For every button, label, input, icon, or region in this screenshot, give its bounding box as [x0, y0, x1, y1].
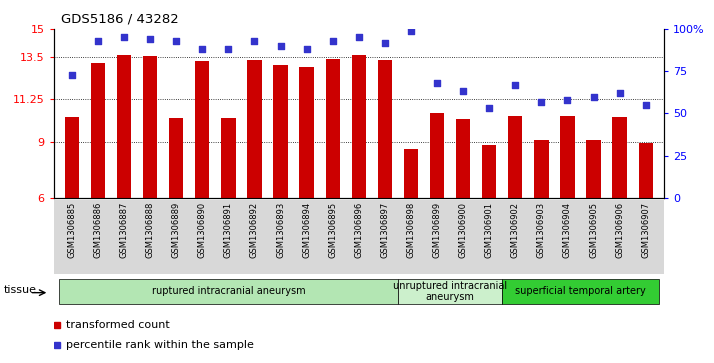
- Bar: [221, 118, 236, 198]
- Point: [353, 34, 365, 40]
- Point: [562, 97, 573, 103]
- Bar: [613, 117, 627, 198]
- Point: [588, 94, 599, 99]
- Bar: [638, 143, 653, 198]
- Text: GSM1306900: GSM1306900: [458, 202, 468, 258]
- Bar: [143, 56, 157, 198]
- Text: GSM1306902: GSM1306902: [511, 202, 520, 258]
- Bar: [59, 279, 398, 303]
- Point: [536, 99, 547, 105]
- Text: GSM1306896: GSM1306896: [354, 202, 363, 258]
- Point: [196, 46, 208, 52]
- Point: [640, 102, 651, 108]
- Text: GSM1306897: GSM1306897: [381, 202, 389, 258]
- Bar: [378, 60, 392, 198]
- Point: [301, 46, 312, 52]
- Text: GSM1306895: GSM1306895: [328, 202, 337, 258]
- Text: GSM1306891: GSM1306891: [224, 202, 233, 258]
- Bar: [273, 65, 288, 198]
- Text: GSM1306888: GSM1306888: [146, 202, 154, 258]
- Text: GSM1306905: GSM1306905: [589, 202, 598, 258]
- Text: GSM1306894: GSM1306894: [302, 202, 311, 258]
- Bar: [430, 114, 444, 198]
- Text: percentile rank within the sample: percentile rank within the sample: [66, 340, 254, 350]
- Text: GSM1306901: GSM1306901: [485, 202, 493, 258]
- Bar: [482, 145, 496, 198]
- Point: [327, 38, 338, 44]
- Bar: [247, 60, 261, 198]
- Text: GSM1306903: GSM1306903: [537, 202, 546, 258]
- Text: GSM1306893: GSM1306893: [276, 202, 285, 258]
- Point: [248, 38, 260, 44]
- Bar: [326, 59, 340, 198]
- Bar: [560, 116, 575, 198]
- Bar: [534, 140, 548, 198]
- Point: [483, 106, 495, 111]
- Point: [614, 90, 625, 96]
- Bar: [169, 118, 183, 198]
- Point: [223, 46, 234, 52]
- Text: tissue: tissue: [4, 285, 36, 295]
- Text: GSM1306898: GSM1306898: [406, 202, 416, 258]
- Point: [406, 28, 417, 34]
- Text: GSM1306885: GSM1306885: [67, 202, 76, 258]
- Point: [510, 82, 521, 87]
- Text: unruptured intracranial
aneurysm: unruptured intracranial aneurysm: [393, 281, 507, 302]
- Bar: [351, 55, 366, 198]
- Text: GSM1306887: GSM1306887: [119, 202, 129, 258]
- Text: ruptured intracranial aneurysm: ruptured intracranial aneurysm: [151, 286, 305, 296]
- Point: [458, 89, 469, 94]
- Bar: [404, 149, 418, 198]
- Bar: [299, 68, 313, 198]
- Point: [275, 43, 286, 49]
- Text: GSM1306886: GSM1306886: [94, 202, 102, 258]
- Point: [119, 34, 130, 40]
- Bar: [117, 55, 131, 198]
- Text: GSM1306906: GSM1306906: [615, 202, 624, 258]
- Point: [379, 40, 391, 45]
- Text: GDS5186 / 43282: GDS5186 / 43282: [61, 12, 178, 25]
- Bar: [456, 119, 471, 198]
- Bar: [91, 63, 105, 198]
- Point: [92, 38, 104, 44]
- Text: GSM1306889: GSM1306889: [171, 202, 181, 258]
- Bar: [502, 279, 659, 303]
- Bar: [508, 116, 523, 198]
- Point: [431, 80, 443, 86]
- Point: [66, 72, 78, 78]
- Bar: [195, 61, 209, 198]
- Text: GSM1306890: GSM1306890: [198, 202, 207, 258]
- Text: superficial temporal artery: superficial temporal artery: [516, 286, 646, 296]
- Text: transformed count: transformed count: [66, 320, 170, 330]
- Bar: [586, 140, 600, 198]
- Bar: [398, 279, 502, 303]
- Text: GSM1306899: GSM1306899: [433, 202, 441, 258]
- Text: GSM1306907: GSM1306907: [641, 202, 650, 258]
- Bar: [65, 117, 79, 198]
- Point: [171, 38, 182, 44]
- Text: GSM1306904: GSM1306904: [563, 202, 572, 258]
- Point: [144, 36, 156, 42]
- Text: GSM1306892: GSM1306892: [250, 202, 259, 258]
